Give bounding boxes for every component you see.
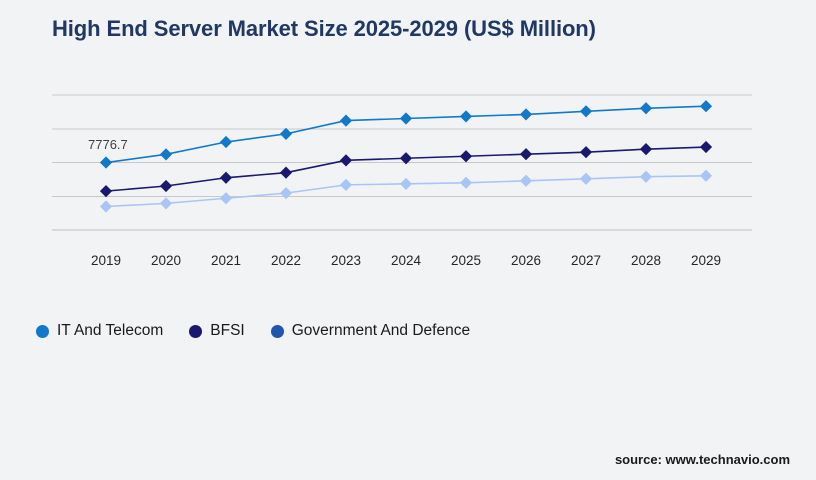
legend-item-bfsi[interactable]: BFSI [189,322,245,340]
data-point [519,174,533,187]
data-point [219,192,233,205]
data-point [339,154,353,167]
legend-item-it-and-telecom[interactable]: IT And Telecom [36,322,163,340]
source-note: source: www.technavio.com [614,452,790,467]
data-point [279,187,293,200]
plot-area: 7776.7 [52,94,752,247]
data-point [579,146,593,159]
chart-legend: IT And Telecom BFSI Government And Defence [36,322,496,340]
data-point [279,127,293,140]
data-point [639,170,653,183]
chart-title: High End Server Market Size 2025-2029 (U… [52,16,596,41]
data-point [639,143,653,156]
data-point [219,135,233,149]
data-point [699,100,713,113]
data-point [459,110,473,123]
x-axis-tick-2026: 2026 [510,253,542,268]
data-point-label: 7776.7 [88,136,128,152]
x-axis-tick-2027: 2027 [570,253,602,268]
legend-marker-icon [270,324,284,338]
data-point [339,114,353,127]
data-point [459,176,473,189]
data-point [639,102,653,115]
x-axis-tick-2020: 2020 [150,253,182,268]
data-point [219,171,233,184]
x-axis-tick-2025: 2025 [450,253,482,268]
data-point [399,112,413,125]
legend-label: Government And Defence [291,322,471,339]
data-point [339,178,353,191]
x-axis-tick-2019: 2019 [90,253,122,268]
data-point [159,179,173,193]
data-point [159,197,173,210]
x-axis-tick-2024: 2024 [390,253,422,268]
x-axis-tick-2029: 2029 [690,253,722,268]
x-axis-tick-2028: 2028 [630,253,662,268]
series-bfsi [99,140,713,198]
data-point [279,166,293,179]
data-point [699,140,713,154]
x-axis-tick-2021: 2021 [210,253,242,268]
data-point [579,105,593,118]
series-government-and-defence [99,169,713,213]
data-point [99,200,113,213]
plot-svg [52,94,752,231]
data-point [519,148,533,161]
series-it-and-telecom [99,100,713,169]
data-point [99,156,113,169]
data-point [399,177,413,190]
data-point [159,148,173,161]
data-point [99,185,113,198]
legend-item-government-and-defence[interactable]: Government And Defence [270,322,471,340]
legend-marker-icon [189,324,203,338]
data-point [519,108,533,121]
legend-label: IT And Telecom [57,322,164,339]
data-point [579,172,593,185]
data-point [459,150,473,163]
data-point [699,169,713,182]
x-axis: 2019 2020 2021 2022 2023 2024 2025 2026 2027 2028… [52,253,752,275]
x-axis-tick-2022: 2022 [270,253,302,268]
x-axis-tick-2023: 2023 [330,253,362,268]
data-point [399,152,413,165]
legend-marker-icon [36,324,49,338]
legend-label: BFSI [210,322,245,339]
